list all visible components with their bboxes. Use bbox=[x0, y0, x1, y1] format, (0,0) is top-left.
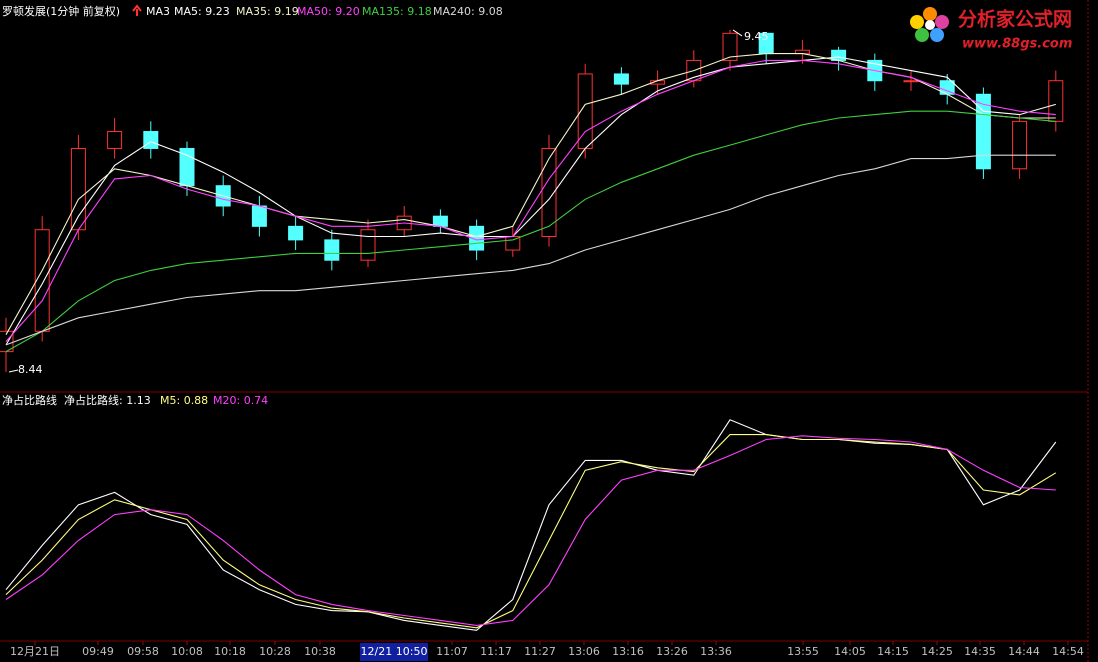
x-tick-label: 09:49 bbox=[82, 645, 114, 658]
x-tick-label: 14:44 bbox=[1008, 645, 1040, 658]
x-tick-label: 10:28 bbox=[259, 645, 291, 658]
series-line bbox=[5, 56, 1056, 346]
x-tick-label: 11:07 bbox=[436, 645, 468, 658]
x-tick-label: 10:38 bbox=[304, 645, 336, 658]
legend-entry: M5: 0.88 bbox=[160, 394, 208, 407]
chart-title: 罗顿发展(1分钟 前复权) bbox=[2, 4, 120, 18]
legend-entry: MA35: 9.19 bbox=[236, 5, 299, 18]
x-tick-label: 11:17 bbox=[480, 645, 512, 658]
low-pointer bbox=[8, 369, 19, 373]
logo-title: 分析家公式网 bbox=[958, 8, 1072, 31]
series-line bbox=[5, 435, 1056, 626]
candle-body bbox=[903, 80, 919, 83]
candle-body bbox=[324, 239, 340, 261]
legend-entry: MA240: 9.08 bbox=[433, 5, 503, 18]
x-tick-label: 13:26 bbox=[656, 645, 688, 658]
high-annotation: 9.45 bbox=[744, 30, 769, 43]
x-tick-label: 10:08 bbox=[171, 645, 203, 658]
x-tick-label: 14:35 bbox=[964, 645, 996, 658]
candle-body bbox=[613, 73, 629, 85]
series-line bbox=[5, 59, 1056, 342]
x-tick-label: 14:25 bbox=[921, 645, 953, 658]
candle-body bbox=[1048, 80, 1064, 122]
candle-body bbox=[432, 215, 448, 227]
x-tick-label: 13:55 bbox=[787, 645, 819, 658]
arrow-icon bbox=[132, 4, 142, 16]
x-tick-label: 13:06 bbox=[568, 645, 600, 658]
x-tick-label: 14:05 bbox=[834, 645, 866, 658]
candle-body bbox=[360, 229, 376, 261]
x-tick-label: 11:27 bbox=[524, 645, 556, 658]
logo-icon bbox=[910, 7, 949, 42]
series-line bbox=[5, 419, 1057, 631]
candle-body bbox=[34, 229, 50, 332]
logo-url: www.88gs.com bbox=[962, 37, 1072, 52]
x-tick-label: 12月21日 bbox=[10, 645, 60, 658]
x-tick-label: 14:15 bbox=[877, 645, 909, 658]
high-pointer bbox=[732, 29, 743, 37]
indicator-label: MA3 bbox=[146, 5, 170, 18]
candle-body bbox=[70, 147, 86, 231]
legend-entry: MA5: 9.23 bbox=[174, 5, 230, 18]
legend-entry: MA135: 9.18 bbox=[362, 5, 432, 18]
series-line bbox=[5, 154, 1056, 346]
x-tick-label: 14:54 bbox=[1052, 645, 1084, 658]
x-tick-label: 13:16 bbox=[612, 645, 644, 658]
candle-body bbox=[541, 147, 557, 237]
series-line bbox=[5, 434, 1057, 629]
legend-entry: MA50: 9.20 bbox=[297, 5, 360, 18]
x-tick-label: 10:18 bbox=[214, 645, 246, 658]
legend-entry: 净占比路线: 1.13 bbox=[64, 393, 151, 407]
candle-body bbox=[722, 32, 738, 61]
x-tick-label: 13:36 bbox=[700, 645, 732, 658]
legend-entry: M20: 0.74 bbox=[213, 394, 268, 407]
candle-body bbox=[107, 131, 123, 149]
low-annotation: 8.44 bbox=[18, 363, 43, 376]
series-line bbox=[5, 110, 1056, 353]
candle-body bbox=[143, 131, 159, 149]
panel-title: 净占比路线 bbox=[2, 393, 57, 407]
cursor-label: 12/21 10:50 bbox=[361, 645, 428, 658]
candle-body bbox=[831, 49, 847, 61]
candle-body bbox=[1012, 120, 1028, 170]
candle-body bbox=[179, 147, 195, 187]
x-tick-label: 09:58 bbox=[127, 645, 159, 658]
candle-body bbox=[251, 205, 267, 227]
candle-body bbox=[288, 225, 304, 241]
cursor-label-box bbox=[360, 643, 428, 661]
